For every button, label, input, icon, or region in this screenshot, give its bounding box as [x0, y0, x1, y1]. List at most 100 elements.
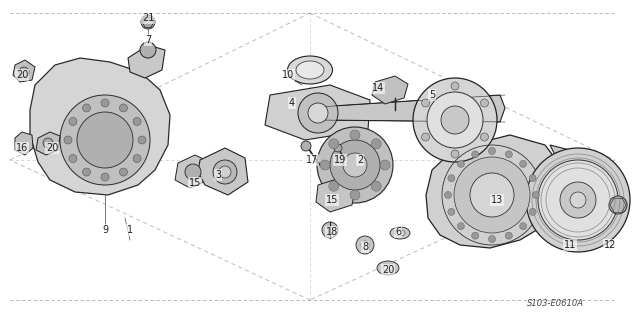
Circle shape	[185, 164, 201, 180]
Ellipse shape	[296, 61, 324, 79]
Circle shape	[413, 78, 497, 162]
Text: 20: 20	[46, 143, 58, 153]
Text: 10: 10	[282, 70, 294, 80]
Circle shape	[133, 154, 141, 162]
Circle shape	[529, 175, 536, 182]
Circle shape	[69, 154, 77, 162]
Text: 20: 20	[382, 265, 394, 275]
Circle shape	[451, 150, 459, 158]
Circle shape	[361, 241, 369, 249]
Circle shape	[64, 136, 72, 144]
Circle shape	[448, 208, 455, 215]
Circle shape	[77, 112, 133, 168]
Circle shape	[422, 99, 429, 107]
Text: 12: 12	[604, 240, 616, 250]
Circle shape	[138, 136, 146, 144]
Circle shape	[133, 117, 141, 125]
Circle shape	[520, 160, 527, 167]
Text: 16: 16	[16, 143, 28, 153]
Text: 4: 4	[289, 98, 295, 108]
Text: 8: 8	[362, 242, 368, 252]
Circle shape	[120, 168, 127, 176]
Text: S103-E0610A: S103-E0610A	[527, 299, 584, 308]
Circle shape	[458, 160, 465, 167]
Text: 21: 21	[142, 13, 154, 23]
Circle shape	[308, 103, 328, 123]
Polygon shape	[36, 132, 60, 155]
Circle shape	[422, 133, 429, 141]
Text: 19: 19	[334, 155, 346, 165]
Text: 15: 15	[326, 195, 338, 205]
Circle shape	[298, 93, 338, 133]
Circle shape	[83, 168, 90, 176]
Circle shape	[329, 181, 339, 191]
Polygon shape	[318, 95, 505, 122]
Polygon shape	[175, 155, 210, 188]
Circle shape	[454, 157, 530, 233]
Circle shape	[101, 99, 109, 107]
Circle shape	[83, 104, 90, 112]
Circle shape	[488, 147, 495, 154]
Circle shape	[322, 222, 338, 238]
Circle shape	[334, 144, 342, 152]
Ellipse shape	[287, 56, 333, 84]
Circle shape	[356, 236, 374, 254]
Circle shape	[141, 15, 155, 29]
Circle shape	[140, 42, 156, 58]
Circle shape	[481, 133, 488, 141]
Ellipse shape	[377, 261, 399, 275]
Circle shape	[526, 148, 630, 252]
Circle shape	[520, 223, 527, 230]
Circle shape	[329, 139, 339, 149]
Text: 15: 15	[189, 178, 201, 188]
Text: 20: 20	[16, 70, 28, 80]
Circle shape	[445, 191, 451, 198]
Circle shape	[472, 151, 479, 158]
Polygon shape	[426, 135, 560, 248]
Circle shape	[560, 182, 596, 218]
Circle shape	[60, 95, 150, 185]
Polygon shape	[30, 58, 170, 195]
Text: 14: 14	[372, 83, 384, 93]
Text: 7: 7	[145, 35, 151, 45]
Text: 11: 11	[564, 240, 576, 250]
Ellipse shape	[390, 227, 410, 239]
Circle shape	[371, 181, 381, 191]
Polygon shape	[128, 45, 165, 78]
Text: 2: 2	[357, 155, 363, 165]
Circle shape	[330, 140, 380, 190]
Circle shape	[350, 190, 360, 200]
Polygon shape	[372, 76, 408, 104]
Circle shape	[448, 175, 455, 182]
Polygon shape	[316, 178, 355, 212]
Text: 13: 13	[491, 195, 503, 205]
Circle shape	[43, 138, 53, 148]
Circle shape	[219, 166, 231, 178]
Circle shape	[506, 151, 513, 158]
Circle shape	[472, 232, 479, 239]
Circle shape	[350, 130, 360, 140]
Circle shape	[506, 232, 513, 239]
Circle shape	[488, 235, 495, 242]
Polygon shape	[13, 60, 35, 82]
Circle shape	[380, 160, 390, 170]
Circle shape	[458, 223, 465, 230]
Polygon shape	[198, 148, 248, 195]
Text: 6: 6	[395, 227, 401, 237]
Circle shape	[213, 160, 237, 184]
Ellipse shape	[395, 230, 405, 236]
Text: 18: 18	[326, 227, 338, 237]
Text: 5: 5	[429, 90, 435, 100]
Text: 3: 3	[215, 170, 221, 180]
Circle shape	[101, 173, 109, 181]
Circle shape	[371, 139, 381, 149]
Circle shape	[427, 92, 483, 148]
Circle shape	[19, 67, 29, 77]
Circle shape	[343, 153, 367, 177]
Text: 17: 17	[306, 155, 318, 165]
Polygon shape	[15, 132, 33, 155]
Polygon shape	[545, 145, 605, 240]
Circle shape	[451, 82, 459, 90]
Circle shape	[529, 208, 536, 215]
Circle shape	[532, 191, 540, 198]
